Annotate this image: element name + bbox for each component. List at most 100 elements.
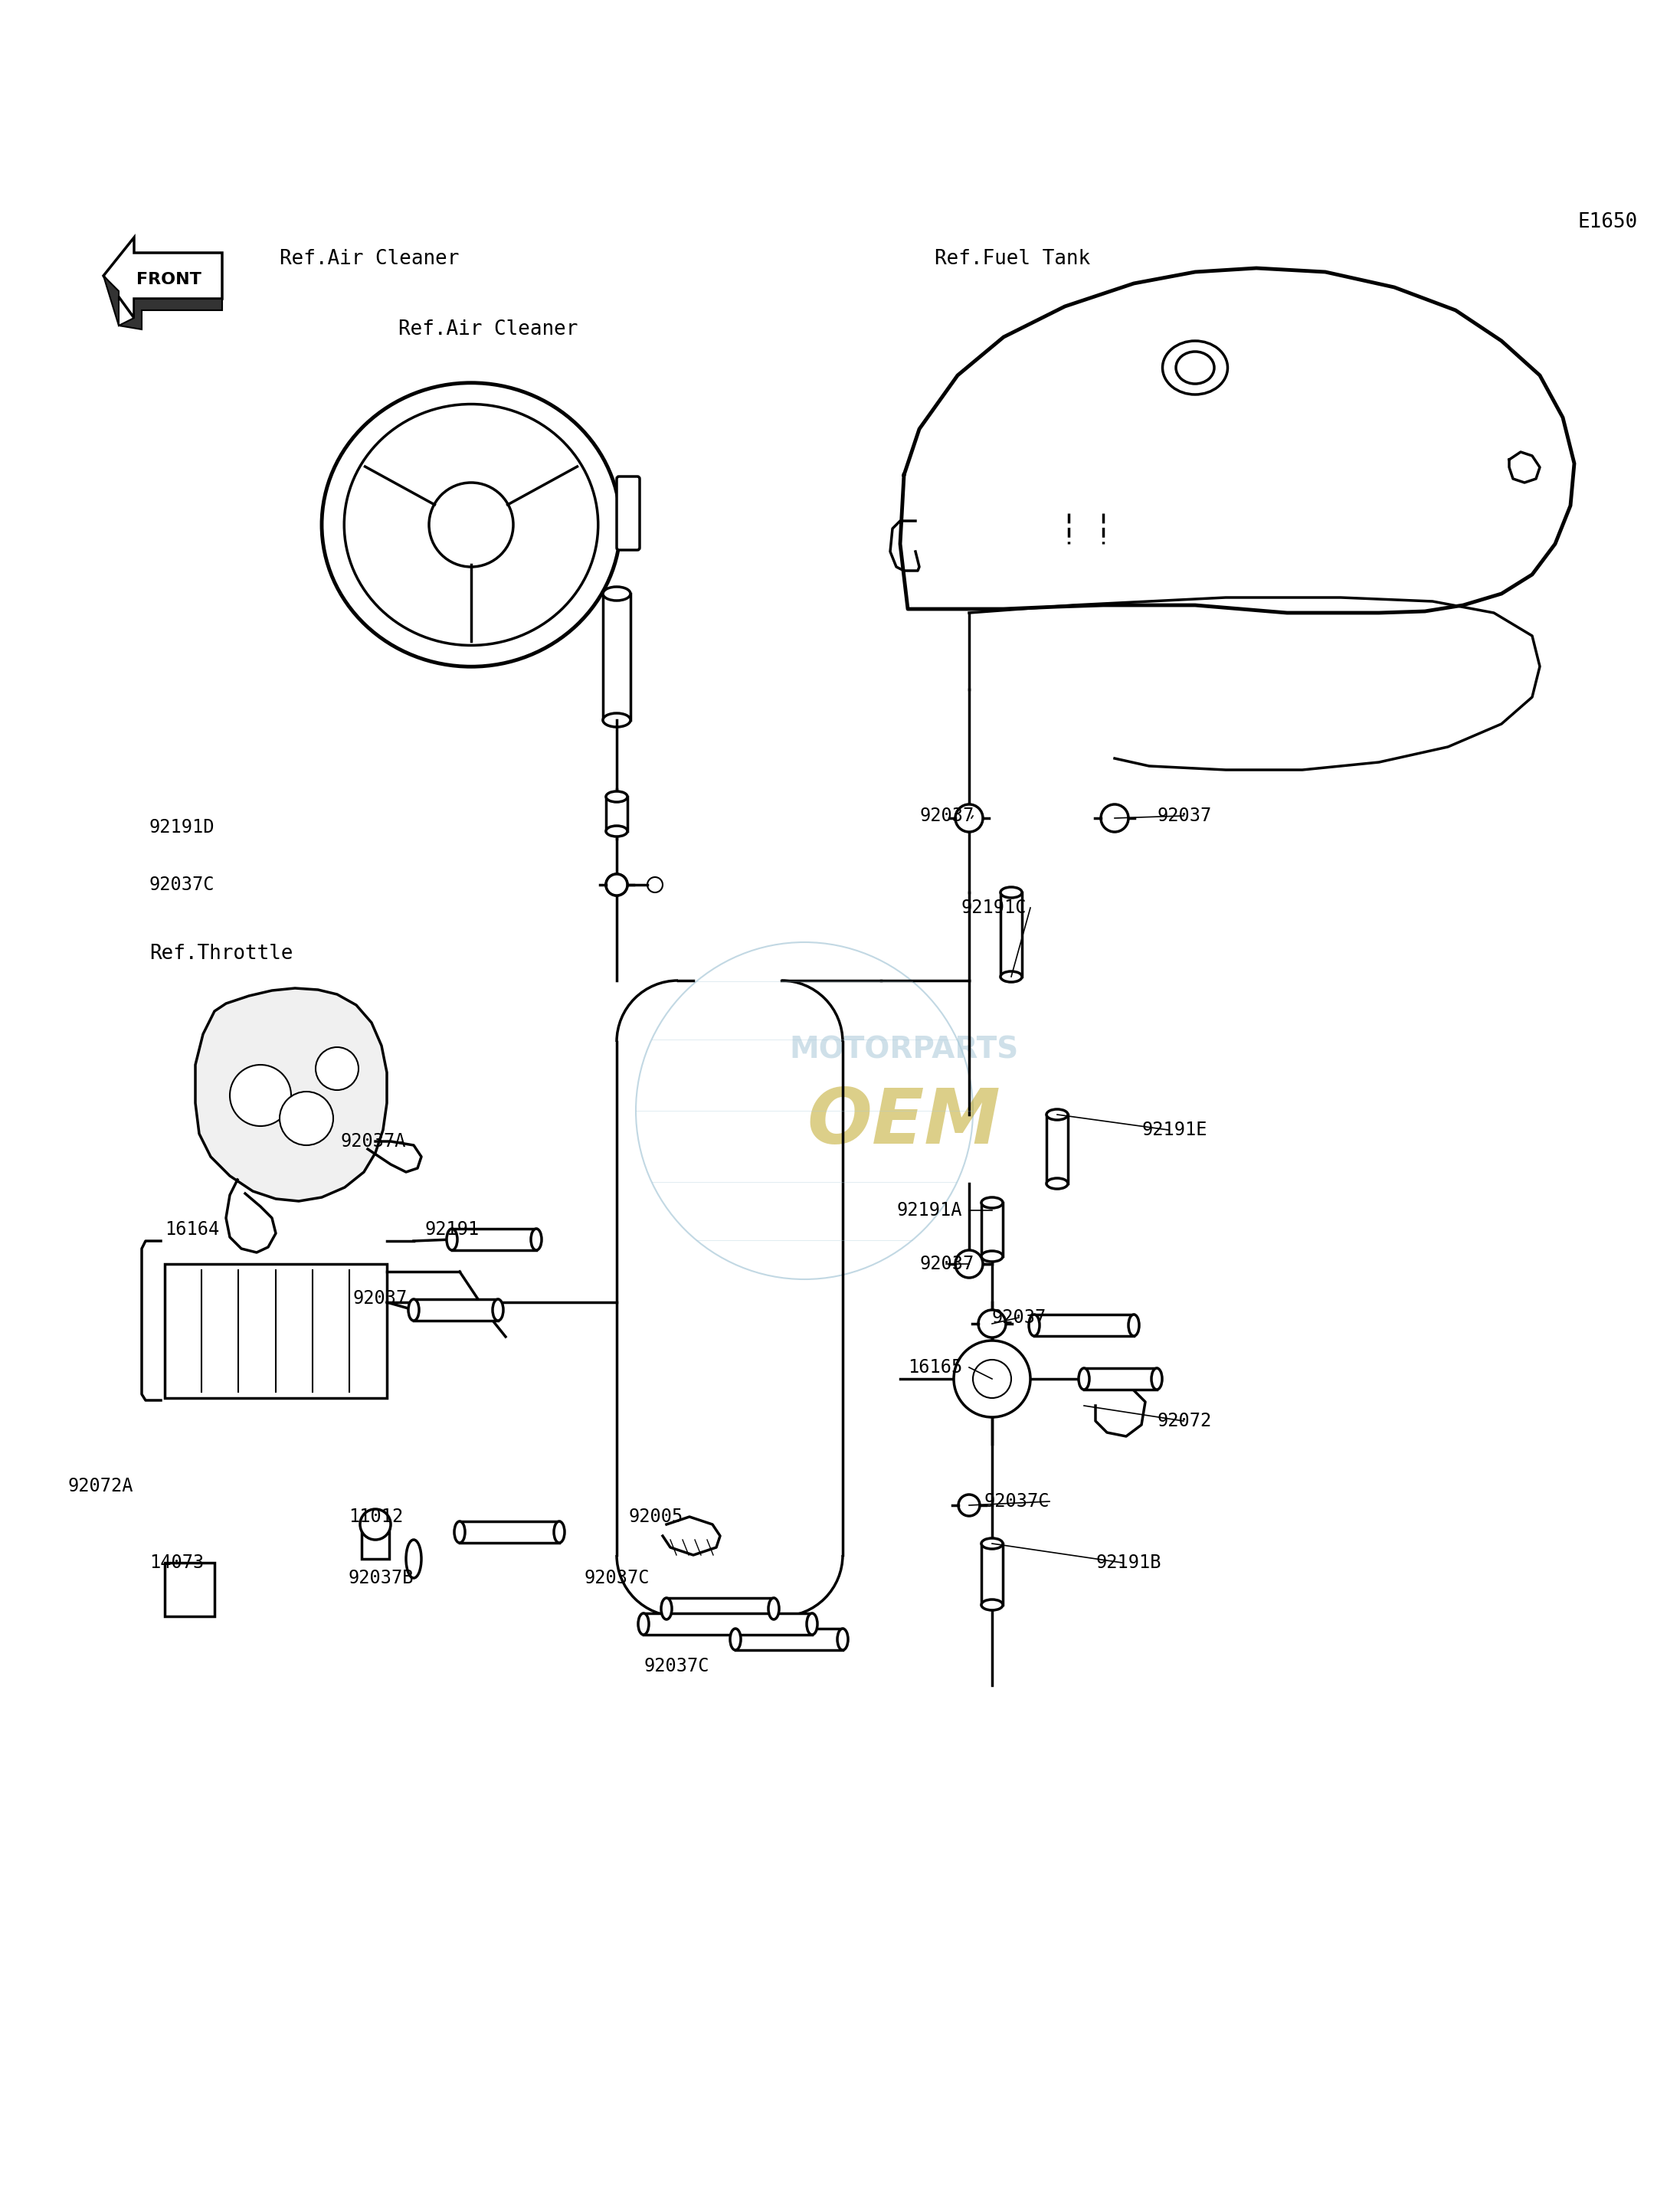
Ellipse shape <box>954 1340 1030 1417</box>
Ellipse shape <box>768 1597 780 1619</box>
Bar <box>606 798 627 830</box>
Ellipse shape <box>731 1628 741 1650</box>
Text: 92037: 92037 <box>1158 806 1211 826</box>
Text: 92191D: 92191D <box>150 817 215 837</box>
Bar <box>460 1520 559 1542</box>
Ellipse shape <box>662 1597 672 1619</box>
Bar <box>1047 1114 1068 1184</box>
Text: 92037: 92037 <box>993 1309 1047 1327</box>
Ellipse shape <box>323 382 620 666</box>
Text: 92037B: 92037B <box>348 1569 413 1586</box>
Circle shape <box>956 1250 983 1279</box>
Circle shape <box>279 1092 333 1145</box>
Bar <box>981 1202 1003 1257</box>
Ellipse shape <box>1001 971 1021 982</box>
Bar <box>165 1562 215 1617</box>
Text: 92191A: 92191A <box>897 1202 963 1219</box>
Circle shape <box>606 874 627 896</box>
Ellipse shape <box>981 1250 1003 1261</box>
Ellipse shape <box>806 1613 818 1635</box>
Polygon shape <box>195 989 386 1202</box>
Ellipse shape <box>554 1520 564 1542</box>
Ellipse shape <box>606 791 627 802</box>
Text: 92072A: 92072A <box>67 1476 133 1496</box>
Circle shape <box>1100 804 1129 833</box>
Ellipse shape <box>1163 341 1228 395</box>
Circle shape <box>230 1066 291 1127</box>
Polygon shape <box>104 237 222 319</box>
Text: 92191C: 92191C <box>961 899 1026 916</box>
Ellipse shape <box>981 1538 1003 1549</box>
Text: FRONT: FRONT <box>136 272 202 288</box>
Bar <box>643 1613 811 1635</box>
Circle shape <box>978 1309 1006 1338</box>
Ellipse shape <box>981 1197 1003 1208</box>
Ellipse shape <box>606 826 627 837</box>
Text: OEM: OEM <box>806 1085 1001 1160</box>
Ellipse shape <box>1176 352 1215 384</box>
Text: 92072: 92072 <box>1158 1413 1211 1430</box>
Bar <box>603 593 630 721</box>
Ellipse shape <box>1047 1109 1068 1120</box>
Text: 92191: 92191 <box>425 1219 480 1239</box>
Circle shape <box>956 804 983 833</box>
Bar <box>1084 1369 1158 1389</box>
Polygon shape <box>104 277 222 330</box>
Text: 16165: 16165 <box>907 1358 963 1378</box>
Text: Ref.Throttle: Ref.Throttle <box>150 945 292 964</box>
Ellipse shape <box>638 1613 648 1635</box>
Text: Ref.Air Cleaner: Ref.Air Cleaner <box>279 248 459 268</box>
Text: 14073: 14073 <box>150 1553 203 1571</box>
Bar <box>667 1597 774 1619</box>
Ellipse shape <box>407 1540 422 1577</box>
Text: 16164: 16164 <box>165 1219 220 1239</box>
Ellipse shape <box>1001 888 1021 899</box>
Circle shape <box>316 1048 358 1090</box>
Ellipse shape <box>603 714 630 727</box>
Circle shape <box>958 1494 979 1516</box>
Ellipse shape <box>603 587 630 600</box>
Ellipse shape <box>1047 1178 1068 1189</box>
Text: 92037A: 92037A <box>341 1131 407 1151</box>
Ellipse shape <box>1028 1314 1040 1336</box>
Circle shape <box>606 874 627 896</box>
Circle shape <box>647 877 662 892</box>
Text: 92037: 92037 <box>919 1254 974 1272</box>
Ellipse shape <box>447 1228 457 1250</box>
Bar <box>736 1628 843 1650</box>
Ellipse shape <box>1151 1369 1163 1389</box>
Ellipse shape <box>837 1628 848 1650</box>
Ellipse shape <box>973 1360 1011 1397</box>
Text: E1650: E1650 <box>1578 213 1638 233</box>
Text: 92037C: 92037C <box>150 877 215 894</box>
Bar <box>361 1525 390 1560</box>
Bar <box>452 1228 536 1250</box>
Bar <box>1035 1314 1134 1336</box>
Text: 92191E: 92191E <box>1141 1120 1206 1138</box>
Text: 92037C: 92037C <box>583 1569 648 1586</box>
Circle shape <box>360 1509 391 1540</box>
Text: 92037: 92037 <box>919 806 974 826</box>
Ellipse shape <box>408 1298 418 1320</box>
Ellipse shape <box>531 1228 541 1250</box>
Bar <box>165 1263 386 1397</box>
Bar <box>981 1544 1003 1604</box>
FancyBboxPatch shape <box>617 477 640 549</box>
Ellipse shape <box>454 1520 465 1542</box>
Text: 11012: 11012 <box>348 1507 403 1527</box>
Text: Ref.Fuel Tank: Ref.Fuel Tank <box>934 248 1090 268</box>
Text: 92037: 92037 <box>353 1290 407 1307</box>
Ellipse shape <box>1079 1369 1089 1389</box>
Bar <box>413 1298 497 1320</box>
Text: MOTORPARTS: MOTORPARTS <box>790 1035 1018 1063</box>
Circle shape <box>428 483 514 567</box>
Text: 92191B: 92191B <box>1095 1553 1161 1571</box>
Text: 92005: 92005 <box>628 1507 682 1527</box>
Bar <box>1001 892 1021 978</box>
Ellipse shape <box>344 404 598 646</box>
Ellipse shape <box>981 1599 1003 1610</box>
Ellipse shape <box>492 1298 504 1320</box>
Text: 92037C: 92037C <box>643 1657 709 1676</box>
Ellipse shape <box>1129 1314 1139 1336</box>
Text: Ref.Air Cleaner: Ref.Air Cleaner <box>398 319 578 338</box>
